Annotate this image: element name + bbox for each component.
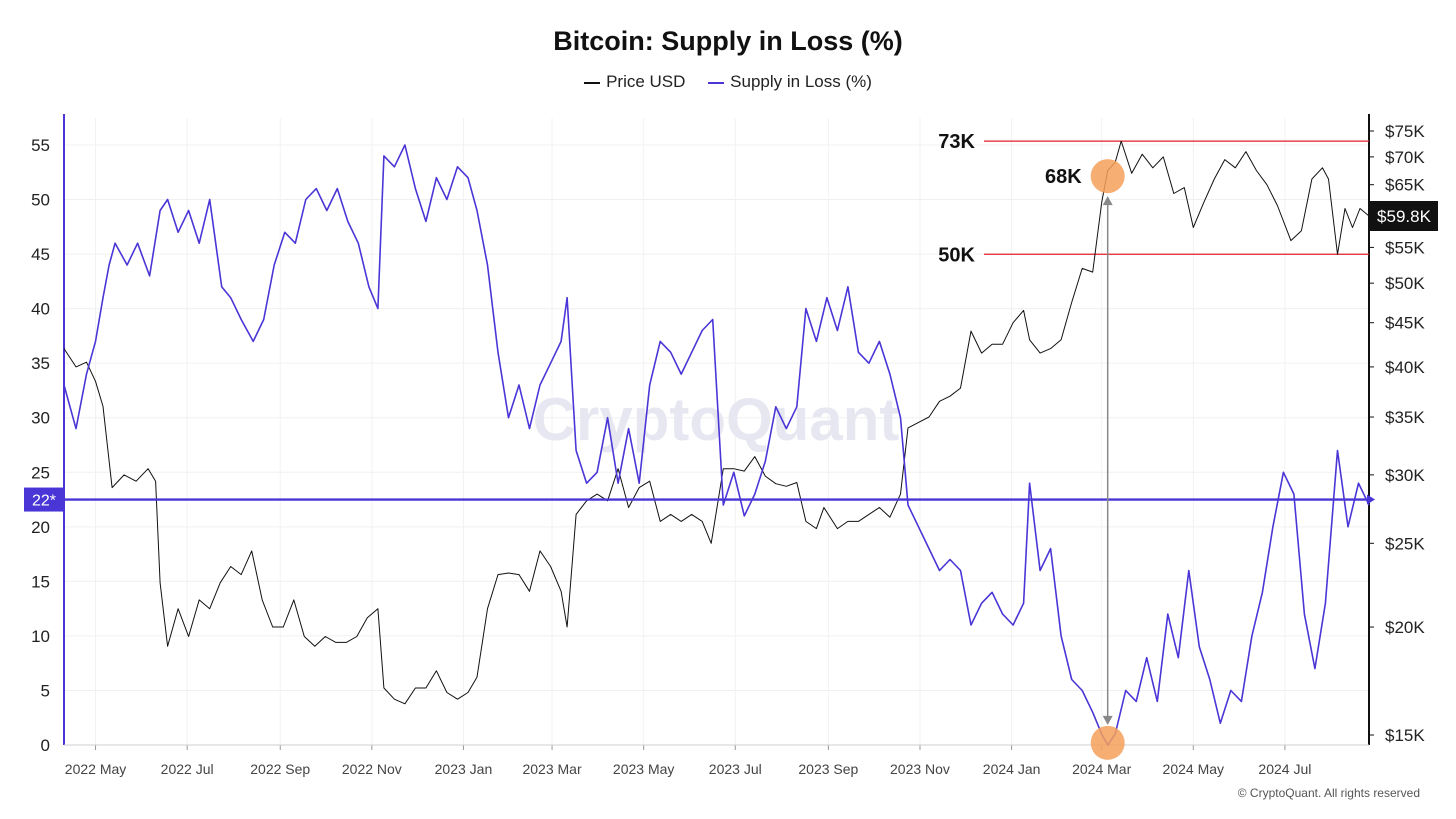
copyright-footer: © CryptoQuant. All rights reserved (1237, 786, 1420, 800)
x-tick-label: 2023 Sep (798, 761, 858, 777)
y-left-tick-label: 45 (31, 245, 50, 264)
legend-label-supply: Supply in Loss (%) (730, 72, 872, 91)
y-right-tick-label: $20K (1385, 618, 1425, 637)
x-tick-label: 2024 Jul (1258, 761, 1311, 777)
annotation-marker-peak (1090, 159, 1125, 194)
y-right-tick-label: $50K (1385, 274, 1425, 293)
y-right-tick-label: $65K (1385, 176, 1425, 195)
y-right-tick-label: $40K (1385, 358, 1425, 377)
x-tick-label: 2024 May (1163, 761, 1224, 777)
y-left-tick-label: 35 (31, 354, 50, 373)
chart-title: Bitcoin: Supply in Loss (%) (553, 26, 903, 56)
legend: Price USD Supply in Loss (%) (0, 72, 1456, 92)
y-left-tick-label: 30 (31, 409, 50, 428)
y-right-tick-label: $15K (1385, 726, 1425, 745)
y-left-tick-label: 50 (31, 191, 50, 210)
y-left-tick-label: 10 (31, 627, 50, 646)
legend-item-price[interactable]: Price USD (584, 72, 685, 92)
reference-label-73K: 73K (938, 131, 975, 153)
legend-label-price: Price USD (606, 72, 686, 91)
annotation-arrow-head-down (1102, 715, 1113, 725)
legend-swatch-price (584, 81, 601, 84)
x-tick-label: 2023 Nov (890, 761, 950, 777)
current-level-badge (24, 487, 64, 512)
annotation-label-68K: 68K (1045, 166, 1082, 188)
x-tick-label: 2022 Nov (342, 761, 402, 777)
watermark: CryptoQuant (533, 386, 900, 453)
y-left-tick-label: 5 (41, 681, 50, 700)
y-right-tick-label: $70K (1385, 148, 1425, 167)
current-level-marker (1367, 494, 1375, 505)
y-right-tick-label: $45K (1385, 314, 1425, 333)
grid (64, 118, 1369, 746)
annotation-marker-bottom (1090, 725, 1125, 760)
y-right-tick-label: $35K (1385, 408, 1425, 427)
y-left-tick-label: 25 (31, 463, 50, 482)
y-right-tick-label: $75K (1385, 122, 1425, 141)
x-tick-label: 2023 Jul (709, 761, 762, 777)
y-left-tick-label: 20 (31, 518, 50, 537)
x-tick-label: 2023 Jan (435, 761, 493, 777)
series (63, 140, 1370, 746)
y-right-tick-label: $25K (1385, 534, 1425, 553)
x-tick-label: 2024 Jan (983, 761, 1041, 777)
x-tick-label: 2024 Mar (1072, 761, 1131, 777)
current-price-badge-label: $59.8K (1377, 207, 1432, 226)
x-tick-label: 2023 May (613, 761, 674, 777)
y-left-tick-label: 40 (31, 300, 50, 319)
y-right-tick-label: $30K (1385, 466, 1425, 485)
current-level-badge-label: 22* (32, 493, 56, 510)
x-tick-label: 2022 Sep (250, 761, 310, 777)
y-right-tick-label: $55K (1385, 238, 1425, 257)
y-left-tick-label: 0 (41, 736, 50, 755)
y-left-tick-label: 15 (31, 572, 50, 591)
x-tick-label: 2022 May (65, 761, 126, 777)
current-price-badge (1370, 200, 1438, 231)
series-line-supply-in-loss[interactable] (63, 144, 1370, 746)
x-tick-label: 2022 Jul (161, 761, 214, 777)
y-left-tick-label: 55 (31, 136, 50, 155)
legend-item-supply[interactable]: Supply in Loss (%) (708, 72, 872, 92)
x-tick-label: 2023 Mar (522, 761, 581, 777)
series-line-price-usd[interactable] (63, 140, 1370, 705)
axes: 0 5 10 15 20 25 30 35 40 45 50 55 2022 May 2022 Jul 20… (31, 114, 1425, 777)
annotations: 22* $59.8K 68K (24, 159, 1438, 760)
legend-swatch-supply (708, 81, 725, 84)
annotation-arrow-head-up (1102, 196, 1113, 206)
reference-label-50K: 50K (938, 244, 975, 266)
reference-lines: 73K 50K (938, 131, 1369, 266)
